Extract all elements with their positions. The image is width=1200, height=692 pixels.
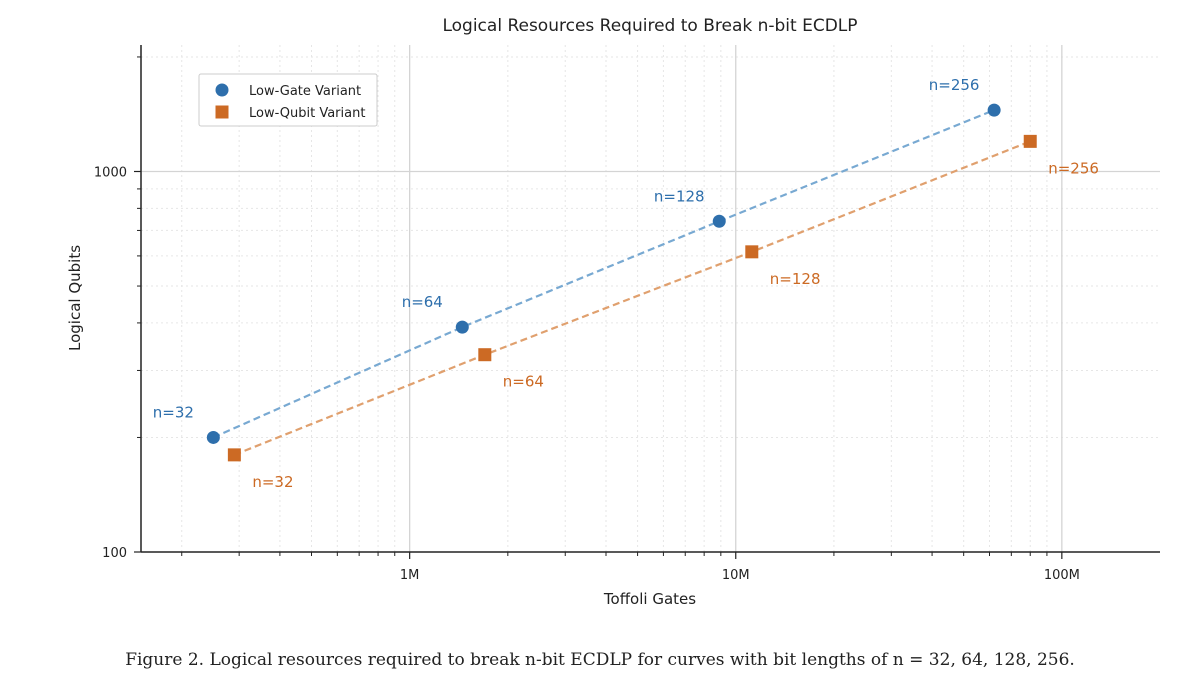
data-point: [1023, 134, 1037, 148]
x-tick-label: 1M: [400, 568, 420, 583]
x-tick-label: 100M: [1044, 568, 1080, 583]
series-line: [212, 109, 995, 439]
y-tick-label: 100: [102, 546, 127, 561]
caption-text: Figure 2. Logical resources required to …: [125, 650, 1075, 670]
legend-marker: [215, 105, 229, 119]
x-tick-label: 10M: [722, 568, 750, 583]
legend-label: Low-Qubit Variant: [249, 106, 365, 121]
data-label: n=256: [1048, 159, 1099, 177]
series-layer: n=32 n=64 n=128 n=256 n=32 n=64 n=128 n=256: [153, 76, 1099, 491]
data-point: [987, 103, 1001, 117]
chart-title: Logical Resources Required to Break n-bi…: [442, 16, 857, 36]
y-tick-label: 1000: [94, 165, 127, 180]
legend-marker: [215, 83, 229, 97]
data-label: n=128: [654, 187, 705, 205]
legend-label: Low-Gate Variant: [249, 84, 361, 99]
y-axis-label: Logical Qubits: [66, 245, 84, 351]
data-label: n=256: [929, 76, 980, 94]
data-point: [227, 448, 241, 462]
legend-box: [198, 73, 378, 127]
data-point: [455, 320, 469, 334]
axes: 1M 10M 100M 100 1000: [94, 45, 1160, 583]
data-point: [745, 245, 759, 259]
figure-caption: Figure 2. Logical resources required to …: [0, 650, 1200, 670]
series-line: [233, 140, 1031, 456]
data-label: n=32: [153, 403, 194, 421]
data-label: n=64: [503, 373, 544, 391]
data-point: [206, 430, 220, 444]
grid: [141, 45, 1160, 552]
x-axis-label: Toffoli Gates: [603, 590, 696, 608]
data-point: [478, 348, 492, 362]
data-label: n=32: [252, 473, 293, 491]
legend: Low-Gate Variant Low-Qubit Variant: [198, 73, 378, 127]
data-point: [712, 214, 726, 228]
data-label: n=64: [402, 293, 443, 311]
data-label: n=128: [770, 270, 821, 288]
